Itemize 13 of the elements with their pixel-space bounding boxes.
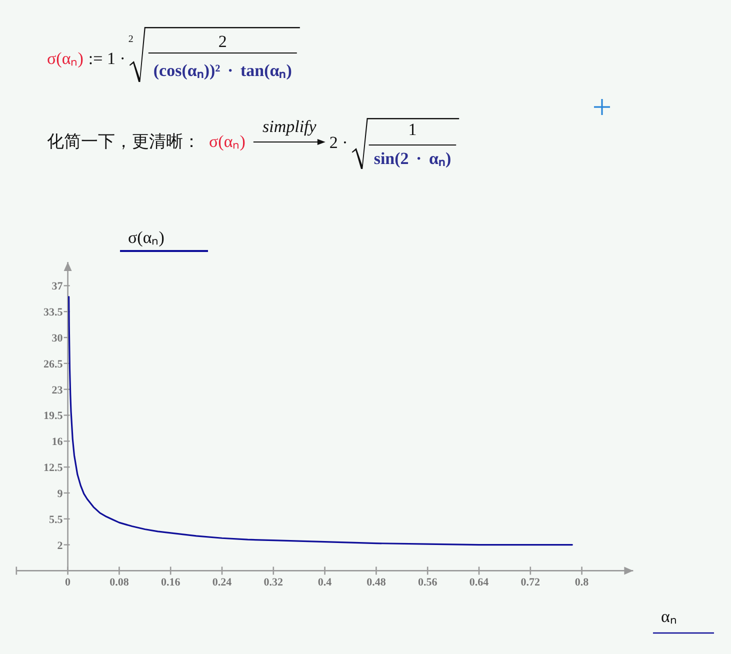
xlabel: αₙ: [661, 607, 677, 626]
annotation: σ(αₙ): [47, 49, 84, 68]
annotation: σ(αₙ): [209, 132, 246, 151]
annotation: sin(2 · αₙ): [374, 149, 452, 168]
ylabel: σ(αₙ): [128, 228, 164, 247]
annotation: 1: [408, 120, 417, 139]
annotation: := 1 ·: [88, 49, 126, 68]
annotation: 2: [218, 32, 227, 51]
annotation: 2: [128, 34, 134, 45]
annotation: simplify: [262, 117, 316, 136]
annotation: (cos(αₙ))² · tan(αₙ): [153, 61, 292, 80]
annotation: 2 ·: [329, 133, 348, 152]
annotation: 化简一下，更清晰：: [47, 132, 200, 152]
